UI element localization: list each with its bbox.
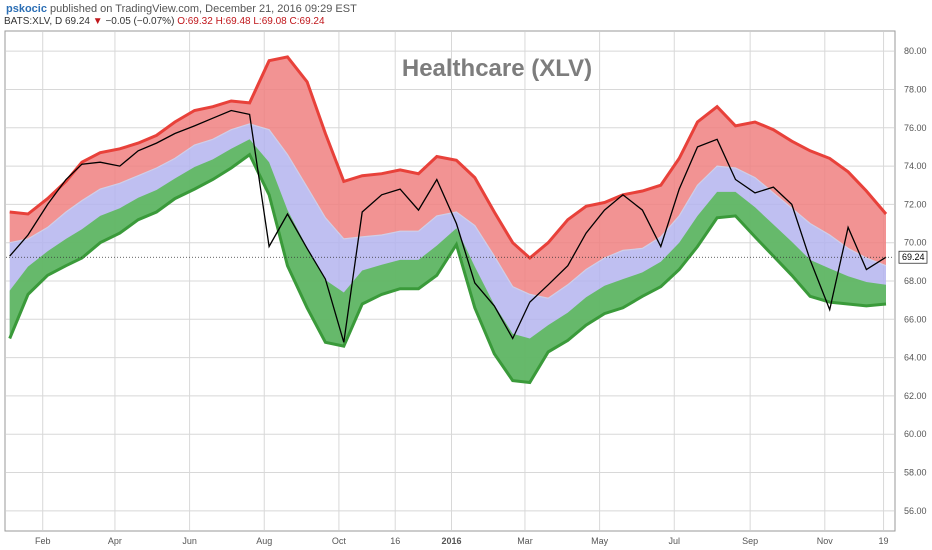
symbol-legend: BATS:XLV, D 69.24 ▼ −0.05 (−0.07%) O:69.… <box>4 16 325 27</box>
middle-band-line <box>9 123 887 299</box>
y-tick-label: 58.00 <box>904 468 927 478</box>
chart-title: Healthcare (XLV) <box>402 55 592 82</box>
band-fills <box>9 56 886 383</box>
low-value: L:69.08 <box>253 16 287 27</box>
y-tick-label: 62.00 <box>904 391 927 401</box>
upper-band-line <box>9 55 888 260</box>
high-value: H:69.48 <box>215 16 251 27</box>
y-tick-label: 68.00 <box>904 276 927 286</box>
x-tick-label: 19 <box>879 536 889 546</box>
y-tick-label: 76.00 <box>904 123 927 133</box>
x-tick-label: Jul <box>669 536 681 546</box>
last-price-marker: 69.24 <box>6 250 928 264</box>
upper-band-fill <box>9 56 886 299</box>
y-tick-label: 64.00 <box>904 353 927 363</box>
publish-text: published on TradingView.com, December 2… <box>50 3 357 15</box>
x-tick-label: Feb <box>35 536 51 546</box>
x-axis[interactable]: Feb Apr Jun Aug Oct 16 2016 Mar May Jul Sep Nov 19 <box>35 536 889 546</box>
lower-band-line <box>8 152 887 385</box>
publish-info: pskocic published on TradingView.com, De… <box>6 3 357 15</box>
x-tick-label: Jun <box>182 536 197 546</box>
x-tick-label: Sep <box>742 536 758 546</box>
y-tick-label: 66.00 <box>904 314 927 324</box>
username-link[interactable]: pskocic <box>6 3 47 15</box>
open-value: O:69.32 <box>177 16 213 27</box>
x-tick-label: Nov <box>817 536 834 546</box>
series-lines <box>8 55 888 385</box>
y-tick-label: 74.00 <box>904 161 927 171</box>
x-tick-label: 16 <box>390 536 400 546</box>
x-tick-label: Oct <box>332 536 347 546</box>
x-tick-label: Apr <box>108 536 122 546</box>
close-value: C:69.24 <box>289 16 325 27</box>
y-tick-label: 56.00 <box>904 506 927 516</box>
y-gridlines <box>6 50 894 512</box>
last-value: 69.24 <box>64 16 90 27</box>
x-tick-label: Mar <box>517 536 533 546</box>
y-axis[interactable]: 56.00 58.00 60.00 62.00 64.00 66.00 68.00 70.00… <box>904 46 927 516</box>
symbol-label: BATS:XLV, D <box>4 16 63 27</box>
y-tick-label: 70.00 <box>904 238 927 248</box>
last-price-label: 69.24 <box>902 252 925 262</box>
change-value: −0.05 (−0.07%) <box>105 16 175 27</box>
y-tick-label: 78.00 <box>904 84 927 94</box>
last-price-box <box>898 250 928 264</box>
x-tick-label: Aug <box>256 536 272 546</box>
down-arrow-icon: ▼ <box>92 16 103 27</box>
x-tick-label: May <box>591 536 609 546</box>
y-tick-label: 72.00 <box>904 199 927 209</box>
x-tick-label: 2016 <box>441 536 461 546</box>
plot-border <box>4 30 896 532</box>
y-tick-label: 60.00 <box>904 429 927 439</box>
y-tick-label: 80.00 <box>904 46 927 56</box>
price-line <box>9 109 887 343</box>
